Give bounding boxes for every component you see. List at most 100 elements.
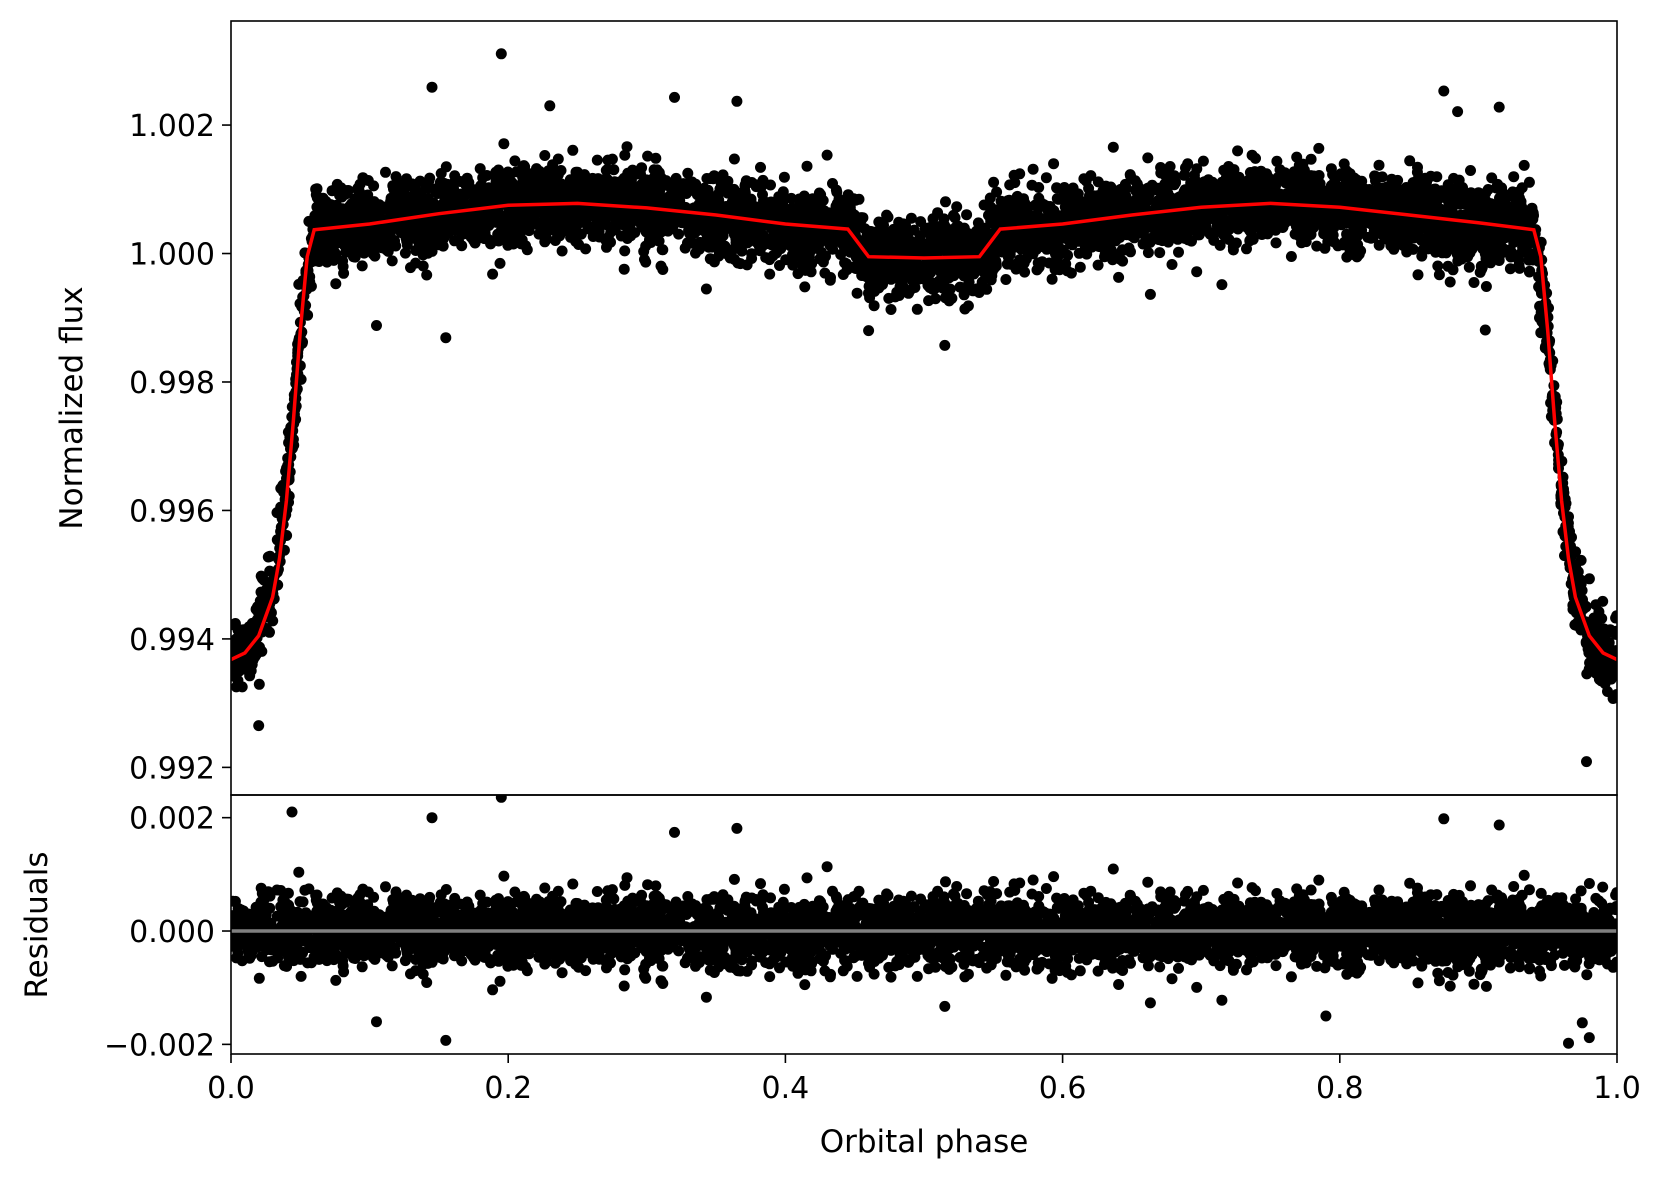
flux-point <box>1475 192 1487 204</box>
flux-point <box>1125 170 1136 182</box>
flux-point <box>1593 606 1605 618</box>
flux-point <box>1053 210 1065 222</box>
flux-point <box>601 241 612 253</box>
flux-point <box>1422 243 1434 255</box>
flux-point <box>943 272 955 284</box>
flux-point <box>457 228 469 240</box>
flux-point <box>638 246 650 257</box>
flux-point <box>1312 211 1324 223</box>
flux-point <box>1031 243 1042 255</box>
flux-point <box>949 212 961 224</box>
flux-point <box>328 246 340 258</box>
flux-point <box>799 194 811 206</box>
flux-point <box>1485 257 1497 269</box>
flux-point <box>728 183 740 195</box>
flux-point <box>1461 196 1473 208</box>
flux-point <box>421 269 433 281</box>
flux-point <box>655 260 667 272</box>
flux-point <box>494 190 506 202</box>
flux-point <box>1091 220 1103 232</box>
flux-point <box>490 166 502 178</box>
flux-point <box>1246 212 1258 224</box>
flux-point <box>850 263 862 274</box>
flux-point <box>785 192 797 204</box>
flux-point <box>231 635 238 647</box>
flux-point <box>338 267 350 279</box>
flux-point <box>502 235 514 247</box>
flux-point <box>479 230 491 242</box>
flux-point <box>923 277 934 289</box>
flux-point <box>1597 595 1609 607</box>
flux-point <box>1227 241 1239 253</box>
flux-point <box>1326 222 1338 234</box>
flux-point <box>330 278 342 290</box>
flux-point <box>959 303 971 315</box>
flux-point <box>714 183 726 195</box>
flux-point <box>912 270 924 282</box>
flux-point <box>827 178 838 189</box>
flux-point <box>1594 660 1606 672</box>
flux-point <box>1155 167 1167 179</box>
flux-point <box>1475 260 1487 272</box>
flux-point <box>1130 194 1142 206</box>
flux-point <box>462 184 474 196</box>
flux-point <box>991 186 1003 198</box>
flux-point <box>729 242 741 254</box>
flux-point <box>1184 212 1196 224</box>
flux-point <box>1431 171 1443 183</box>
flux-point <box>423 175 435 187</box>
flux-point <box>1048 158 1060 170</box>
flux-point <box>642 150 654 162</box>
flux-point <box>648 180 660 192</box>
flux-point <box>746 248 758 260</box>
flux-point <box>841 193 853 205</box>
flux-point <box>1433 269 1445 281</box>
flux-point <box>371 234 383 246</box>
flux-point <box>1313 142 1325 154</box>
flux-point <box>601 164 613 175</box>
flux-point <box>765 179 776 191</box>
flux-point <box>1177 227 1188 239</box>
flux-point <box>1533 281 1545 293</box>
flux-point <box>1291 183 1303 195</box>
flux-point <box>1610 645 1617 657</box>
flux-point <box>425 230 437 242</box>
flux-point <box>1197 155 1209 167</box>
flux-point <box>1191 266 1203 278</box>
flux-point <box>774 197 786 209</box>
flux-point <box>353 184 365 196</box>
flux-point <box>703 241 715 253</box>
flux-point <box>796 259 808 271</box>
flux-point <box>653 235 665 247</box>
flux-point <box>1465 187 1477 199</box>
flux-point <box>509 224 521 236</box>
flux-point <box>1164 161 1176 172</box>
flux-point <box>563 223 575 235</box>
flux-point <box>1468 277 1480 288</box>
flux-point <box>322 206 334 218</box>
flux-point <box>492 176 504 188</box>
flux-point <box>341 185 352 197</box>
flux-point <box>1361 212 1373 223</box>
flux-point <box>380 166 391 178</box>
flux-point <box>837 269 849 280</box>
flux-point <box>1031 264 1043 276</box>
flux-point <box>541 214 553 226</box>
flux-point <box>812 241 824 253</box>
flux-point <box>951 201 963 213</box>
flux-point <box>693 198 705 210</box>
flux-point <box>943 295 955 307</box>
flux-point <box>1305 153 1317 165</box>
flux-point <box>605 226 617 238</box>
flux-point <box>1449 198 1460 210</box>
flux-point <box>700 283 712 295</box>
flux-point <box>728 153 740 165</box>
flux-point <box>1508 171 1520 183</box>
flux-point <box>556 245 568 257</box>
flux-point <box>940 196 951 208</box>
flux-point <box>1340 164 1352 176</box>
flux-point <box>238 627 250 639</box>
flux-point <box>1224 217 1235 229</box>
flux-point <box>1019 266 1031 278</box>
flux-point <box>460 215 472 226</box>
